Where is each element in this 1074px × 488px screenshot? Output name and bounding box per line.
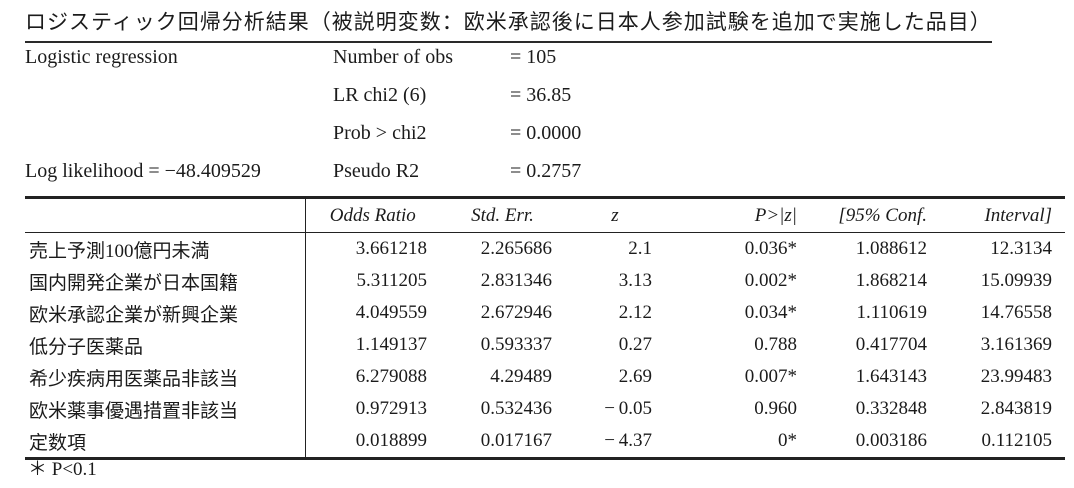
row-label: 希少疾病用医薬品非該当 xyxy=(25,361,306,393)
row-label: 国内開発企業が日本国籍 xyxy=(25,265,306,297)
cell-std-err: 4.29489 xyxy=(490,366,552,387)
header-conf-low: [95% Conf. xyxy=(810,197,940,233)
stat-value: = 0.0000 xyxy=(510,122,582,144)
cell-conf-high: 0.112105 xyxy=(981,430,1052,451)
cell-conf-low: 1.868214 xyxy=(855,270,927,291)
cell-odds-ratio: 4.049559 xyxy=(355,302,427,323)
cell-z: 2.12 xyxy=(618,302,652,323)
table-row: 希少疾病用医薬品非該当 6.279088 4.29489 2.69 0.007*… xyxy=(25,361,1065,393)
cell-p: 0.007* xyxy=(744,366,797,387)
header-std-err: Std. Err. xyxy=(440,197,565,233)
stat-label: Prob > chi2 xyxy=(333,122,427,144)
cell-conf-high: 2.843819 xyxy=(980,398,1052,419)
cell-std-err: 2.672946 xyxy=(480,302,552,323)
cell-std-err: 2.265686 xyxy=(480,238,552,259)
cell-conf-low: 0.003186 xyxy=(855,430,927,451)
cell-conf-high: 12.3134 xyxy=(990,238,1052,259)
stat-value: = 0.2757 xyxy=(510,160,582,182)
cell-odds-ratio: 0.018899 xyxy=(355,430,427,451)
table-header-row: Odds Ratio Std. Err. z P>|z| [95% Conf. … xyxy=(25,197,1065,233)
cell-std-err: 0.532436 xyxy=(480,398,552,419)
page-title: ロジスティック回帰分析結果（被説明変数：欧米承認後に日本人参加試験を追加で実施し… xyxy=(25,6,992,43)
results-table: Odds Ratio Std. Err. z P>|z| [95% Conf. … xyxy=(25,196,1065,460)
cell-conf-low: 1.110619 xyxy=(856,302,927,323)
header-empty xyxy=(25,197,306,233)
stat-label: LR chi2 (6) xyxy=(333,84,427,106)
cell-z: 3.13 xyxy=(618,270,652,291)
row-label: 売上予測100億円未満 xyxy=(25,232,306,265)
cell-conf-low: 1.088612 xyxy=(855,238,927,259)
cell-p: 0.960 xyxy=(754,398,797,419)
cell-std-err: 0.017167 xyxy=(480,430,552,451)
cell-std-err: 2.831346 xyxy=(480,270,552,291)
table-row: 低分子医薬品 1.149137 0.593337 0.27 0.788 0.41… xyxy=(25,329,1065,361)
row-label: 低分子医薬品 xyxy=(25,329,306,361)
model-label: Logistic regression xyxy=(25,46,178,68)
cell-z: 2.1 xyxy=(628,238,652,259)
cell-conf-low: 1.643143 xyxy=(855,366,927,387)
stat-lr-chi2: LR chi2 (6) = 36.85 xyxy=(333,84,571,107)
cell-std-err: 0.593337 xyxy=(480,334,552,355)
table-row: 欧米承認企業が新興企業 4.049559 2.672946 2.12 0.034… xyxy=(25,297,1065,329)
cell-z: − 0.05 xyxy=(604,398,652,419)
stat-label: Number of obs xyxy=(333,46,453,68)
cell-p: 0* xyxy=(778,430,797,451)
log-likelihood: Log likelihood = −48.409529 xyxy=(25,160,261,182)
stat-prob-chi2: Prob > chi2 = 0.0000 xyxy=(333,122,581,145)
stat-pseudo-r2: Pseudo R2 = 0.2757 xyxy=(333,160,581,183)
cell-conf-high: 14.76558 xyxy=(980,302,1052,323)
cell-conf-high: 15.09939 xyxy=(980,270,1052,291)
table-row: 定数項 0.018899 0.017167 − 4.37 0* 0.003186… xyxy=(25,425,1065,459)
row-label: 欧米薬事優遇措置非該当 xyxy=(25,393,306,425)
stat-value: = 105 xyxy=(510,46,557,68)
cell-odds-ratio: 1.149137 xyxy=(355,334,427,355)
cell-conf-high: 3.161369 xyxy=(980,334,1052,355)
row-label: 欧米承認企業が新興企業 xyxy=(25,297,306,329)
cell-p: 0.034* xyxy=(744,302,797,323)
header-z: z xyxy=(565,197,665,233)
cell-z: 2.69 xyxy=(618,366,652,387)
table-row: 国内開発企業が日本国籍 5.311205 2.831346 3.13 0.002… xyxy=(25,265,1065,297)
header-conf-high: Interval] xyxy=(940,197,1065,233)
table-row: 欧米薬事優遇措置非該当 0.972913 0.532436 − 0.05 0.9… xyxy=(25,393,1065,425)
header-p: P>|z| xyxy=(665,197,810,233)
cell-odds-ratio: 3.661218 xyxy=(355,238,427,259)
stat-value: = 36.85 xyxy=(510,84,572,106)
cell-odds-ratio: 6.279088 xyxy=(355,366,427,387)
significance-footnote: ＊ P<0.1 xyxy=(28,459,97,480)
cell-odds-ratio: 0.972913 xyxy=(355,398,427,419)
table-row: 売上予測100億円未満 3.661218 2.265686 2.1 0.036*… xyxy=(25,232,1065,265)
cell-z: − 4.37 xyxy=(604,430,652,451)
cell-conf-high: 23.99483 xyxy=(980,366,1052,387)
cell-p: 0.036* xyxy=(744,238,797,259)
cell-conf-low: 0.332848 xyxy=(855,398,927,419)
cell-odds-ratio: 5.311205 xyxy=(356,270,427,291)
cell-p: 0.002* xyxy=(744,270,797,291)
cell-conf-low: 0.417704 xyxy=(855,334,927,355)
cell-z: 0.27 xyxy=(618,334,652,355)
cell-p: 0.788 xyxy=(754,334,797,355)
row-label: 定数項 xyxy=(25,425,306,459)
stat-number-of-obs: Number of obs = 105 xyxy=(333,46,556,69)
header-odds-ratio: Odds Ratio xyxy=(305,197,440,233)
stat-label: Pseudo R2 xyxy=(333,160,420,182)
